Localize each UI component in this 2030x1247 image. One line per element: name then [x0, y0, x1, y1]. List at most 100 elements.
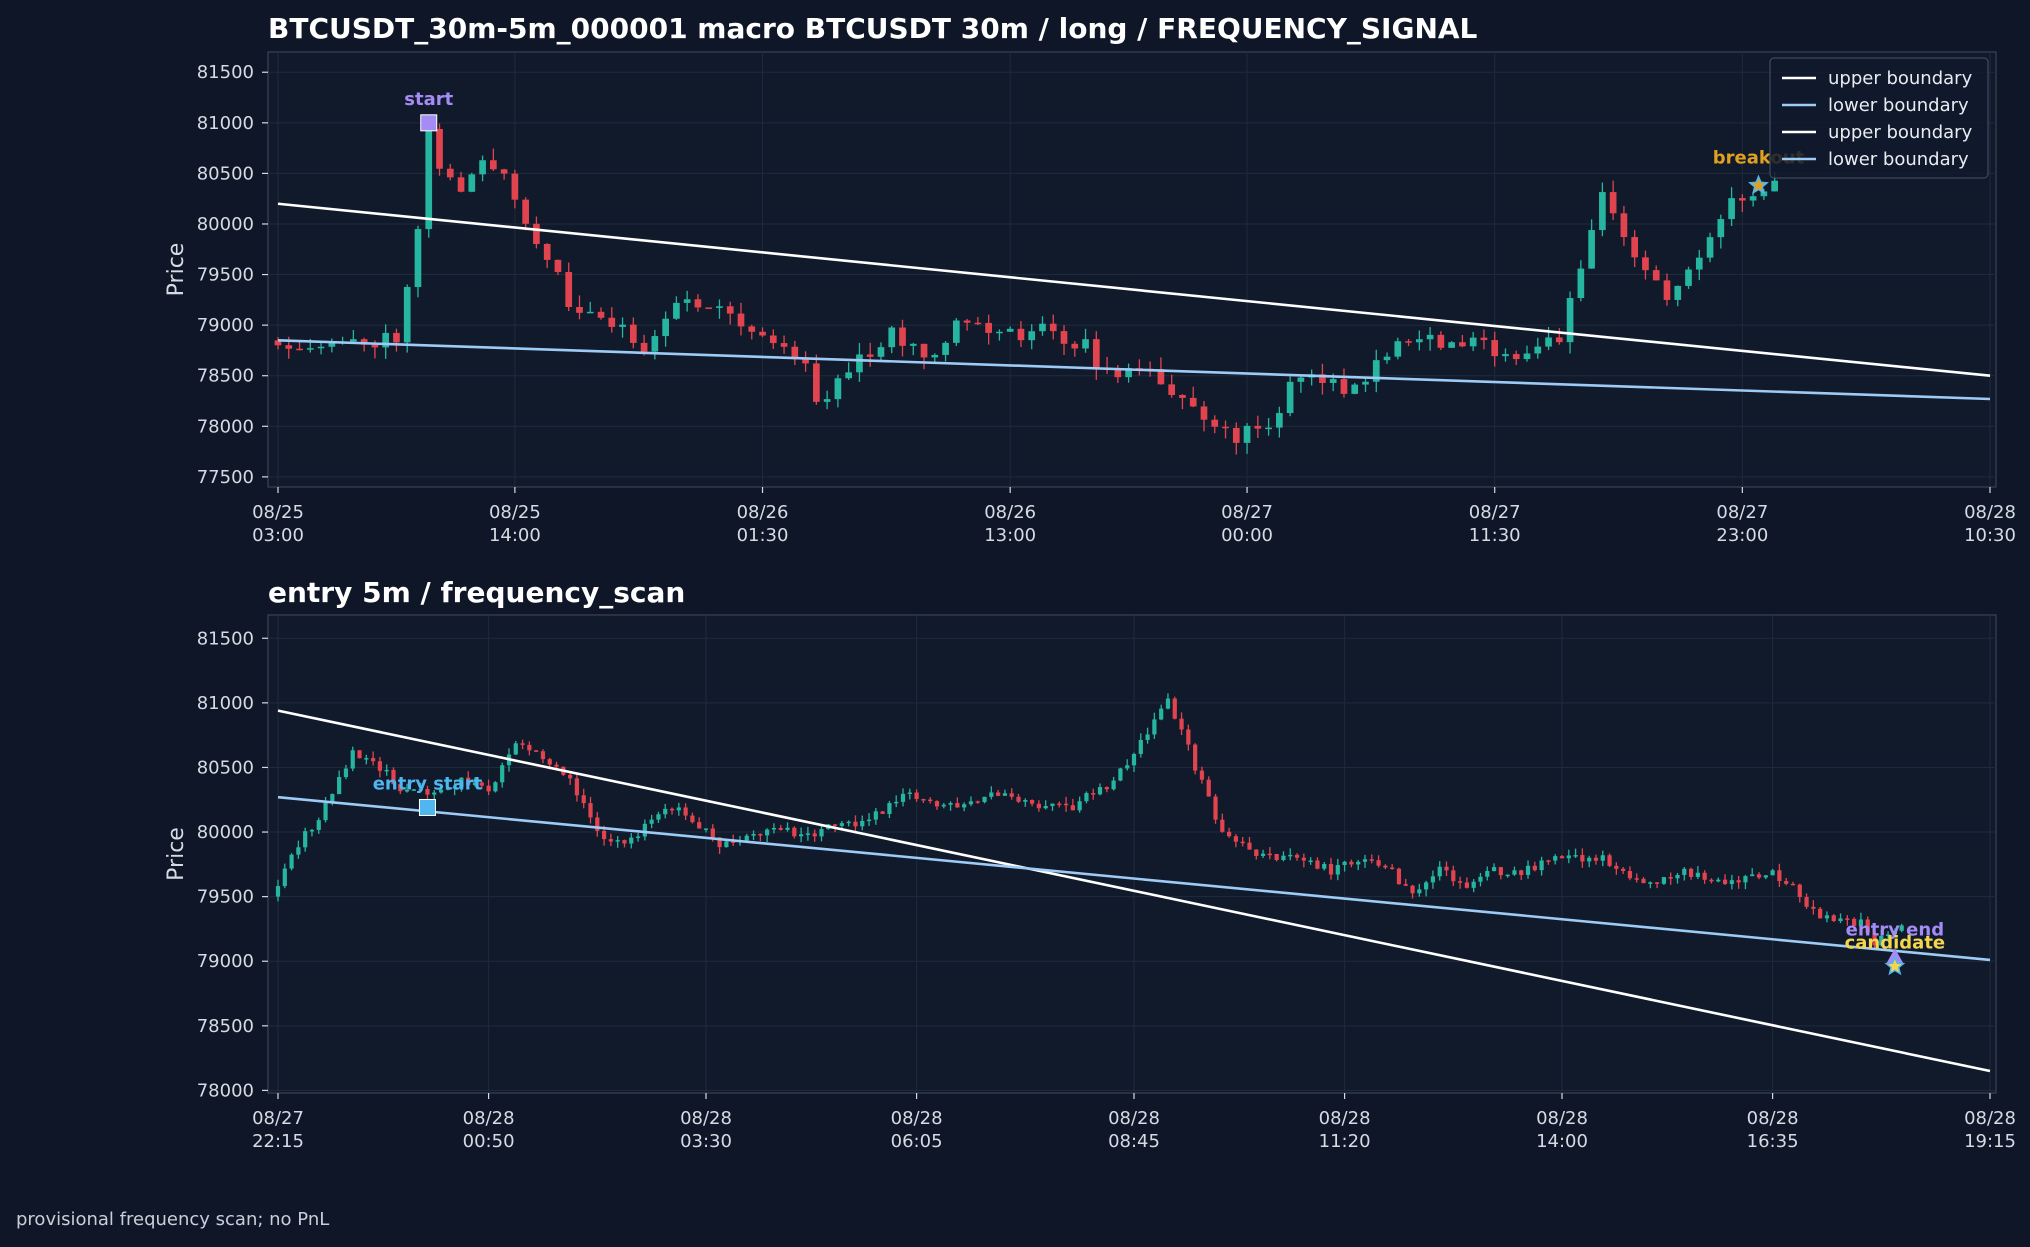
candle-body — [285, 345, 293, 349]
candle-body — [1274, 853, 1279, 860]
candle-body — [1028, 331, 1036, 341]
candle-body — [1838, 918, 1843, 922]
candle-body — [1756, 874, 1762, 878]
candle-body — [792, 827, 797, 837]
candle-body — [1512, 354, 1520, 360]
candle-body — [1036, 803, 1041, 809]
candle-body — [1118, 768, 1123, 781]
candle-body — [1091, 793, 1096, 795]
candle-body — [1682, 868, 1687, 875]
y-tick-label: 80500 — [197, 757, 254, 778]
candle-body — [894, 801, 899, 804]
candle-body — [1206, 779, 1211, 797]
candle-body — [1328, 863, 1334, 875]
candle-body — [1872, 933, 1877, 946]
candle-body — [500, 169, 508, 174]
candle-body — [1125, 765, 1130, 769]
candle-body — [1383, 865, 1388, 868]
candle-body — [953, 320, 960, 343]
candle-body — [1743, 876, 1748, 883]
candle-body — [1430, 876, 1436, 883]
candle-body — [941, 804, 946, 807]
candle-body — [595, 817, 600, 831]
candle-body — [968, 801, 974, 805]
candle-body — [1899, 925, 1904, 931]
candle-body — [1376, 860, 1381, 866]
candle-body — [778, 828, 783, 830]
candle-body — [705, 307, 713, 309]
candle-body — [860, 820, 865, 827]
candle-body — [1322, 863, 1327, 869]
candle-body — [1728, 198, 1735, 220]
candle-body — [642, 823, 647, 837]
candle-body — [323, 802, 328, 821]
candle-body — [1138, 739, 1143, 754]
candle-body — [1695, 872, 1700, 877]
y-tick-label: 77500 — [197, 467, 254, 488]
candle-body — [1555, 337, 1563, 343]
candle-body — [1784, 881, 1789, 884]
legend-entry: lower boundary — [1828, 95, 1969, 116]
candle-body — [1695, 257, 1703, 270]
candle-body — [1247, 842, 1252, 850]
marker-breakout — [1748, 174, 1769, 195]
candle-body — [955, 803, 960, 808]
candle-body — [1043, 805, 1048, 809]
y-tick-label: 80500 — [197, 163, 254, 184]
candle-body — [459, 777, 464, 788]
candle-body — [962, 804, 967, 808]
candle-body — [1634, 878, 1639, 880]
candle-body — [640, 342, 648, 352]
candle-body — [1519, 870, 1524, 875]
candle-body — [1410, 885, 1415, 894]
x-tick-label-date: 08/26 — [737, 502, 789, 523]
candle-body — [581, 795, 586, 804]
candle-body — [472, 782, 478, 786]
candle-body — [1599, 192, 1606, 231]
candle-body — [1172, 698, 1177, 719]
candle-body — [703, 828, 709, 830]
candle-body — [597, 311, 605, 318]
candle-body — [1240, 841, 1245, 844]
candle-body — [1885, 934, 1891, 936]
candle-body — [1417, 889, 1422, 894]
candle-body — [985, 322, 992, 333]
y-tick-label: 79000 — [197, 951, 254, 972]
x-tick-label-date: 08/28 — [1964, 1108, 2016, 1129]
candle-body — [608, 839, 613, 842]
candle-body — [1232, 427, 1240, 443]
candle-body — [1648, 882, 1653, 884]
candle-body — [1315, 860, 1320, 869]
candle-body — [802, 359, 809, 364]
candle-body — [1211, 419, 1219, 427]
candle-body — [350, 750, 355, 769]
candle-body — [1858, 919, 1864, 926]
y-tick-label: 79500 — [197, 887, 254, 908]
y-tick-label: 80000 — [197, 822, 254, 843]
candle-body — [1179, 395, 1186, 398]
candle-body — [275, 886, 281, 897]
candle-body — [914, 792, 919, 800]
candle-body — [274, 340, 282, 346]
chart-panel-2: 78000 78500 79000 79500 80000 80500 81000 81500… — [164, 576, 2016, 1152]
candle-body — [1006, 328, 1014, 332]
candle-body — [1267, 853, 1272, 856]
candle-body — [1749, 196, 1757, 201]
candle-body — [296, 348, 303, 351]
candle-body — [1152, 719, 1157, 735]
candle-body — [1539, 860, 1544, 871]
candle-body — [1614, 865, 1619, 869]
candle-body — [364, 758, 369, 760]
candle-body — [1777, 870, 1782, 882]
x-tick-label-date: 08/27 — [1469, 502, 1521, 523]
candle-body — [479, 782, 484, 786]
candle-body — [418, 788, 423, 791]
candle-body — [1254, 849, 1259, 856]
candle-body — [357, 750, 362, 759]
candle-body — [873, 811, 878, 820]
candle-body — [989, 792, 994, 797]
marker-start — [420, 114, 438, 132]
legend-entry: lower boundary — [1828, 149, 1969, 170]
candle-body — [533, 223, 540, 244]
candle-body — [1471, 881, 1476, 888]
